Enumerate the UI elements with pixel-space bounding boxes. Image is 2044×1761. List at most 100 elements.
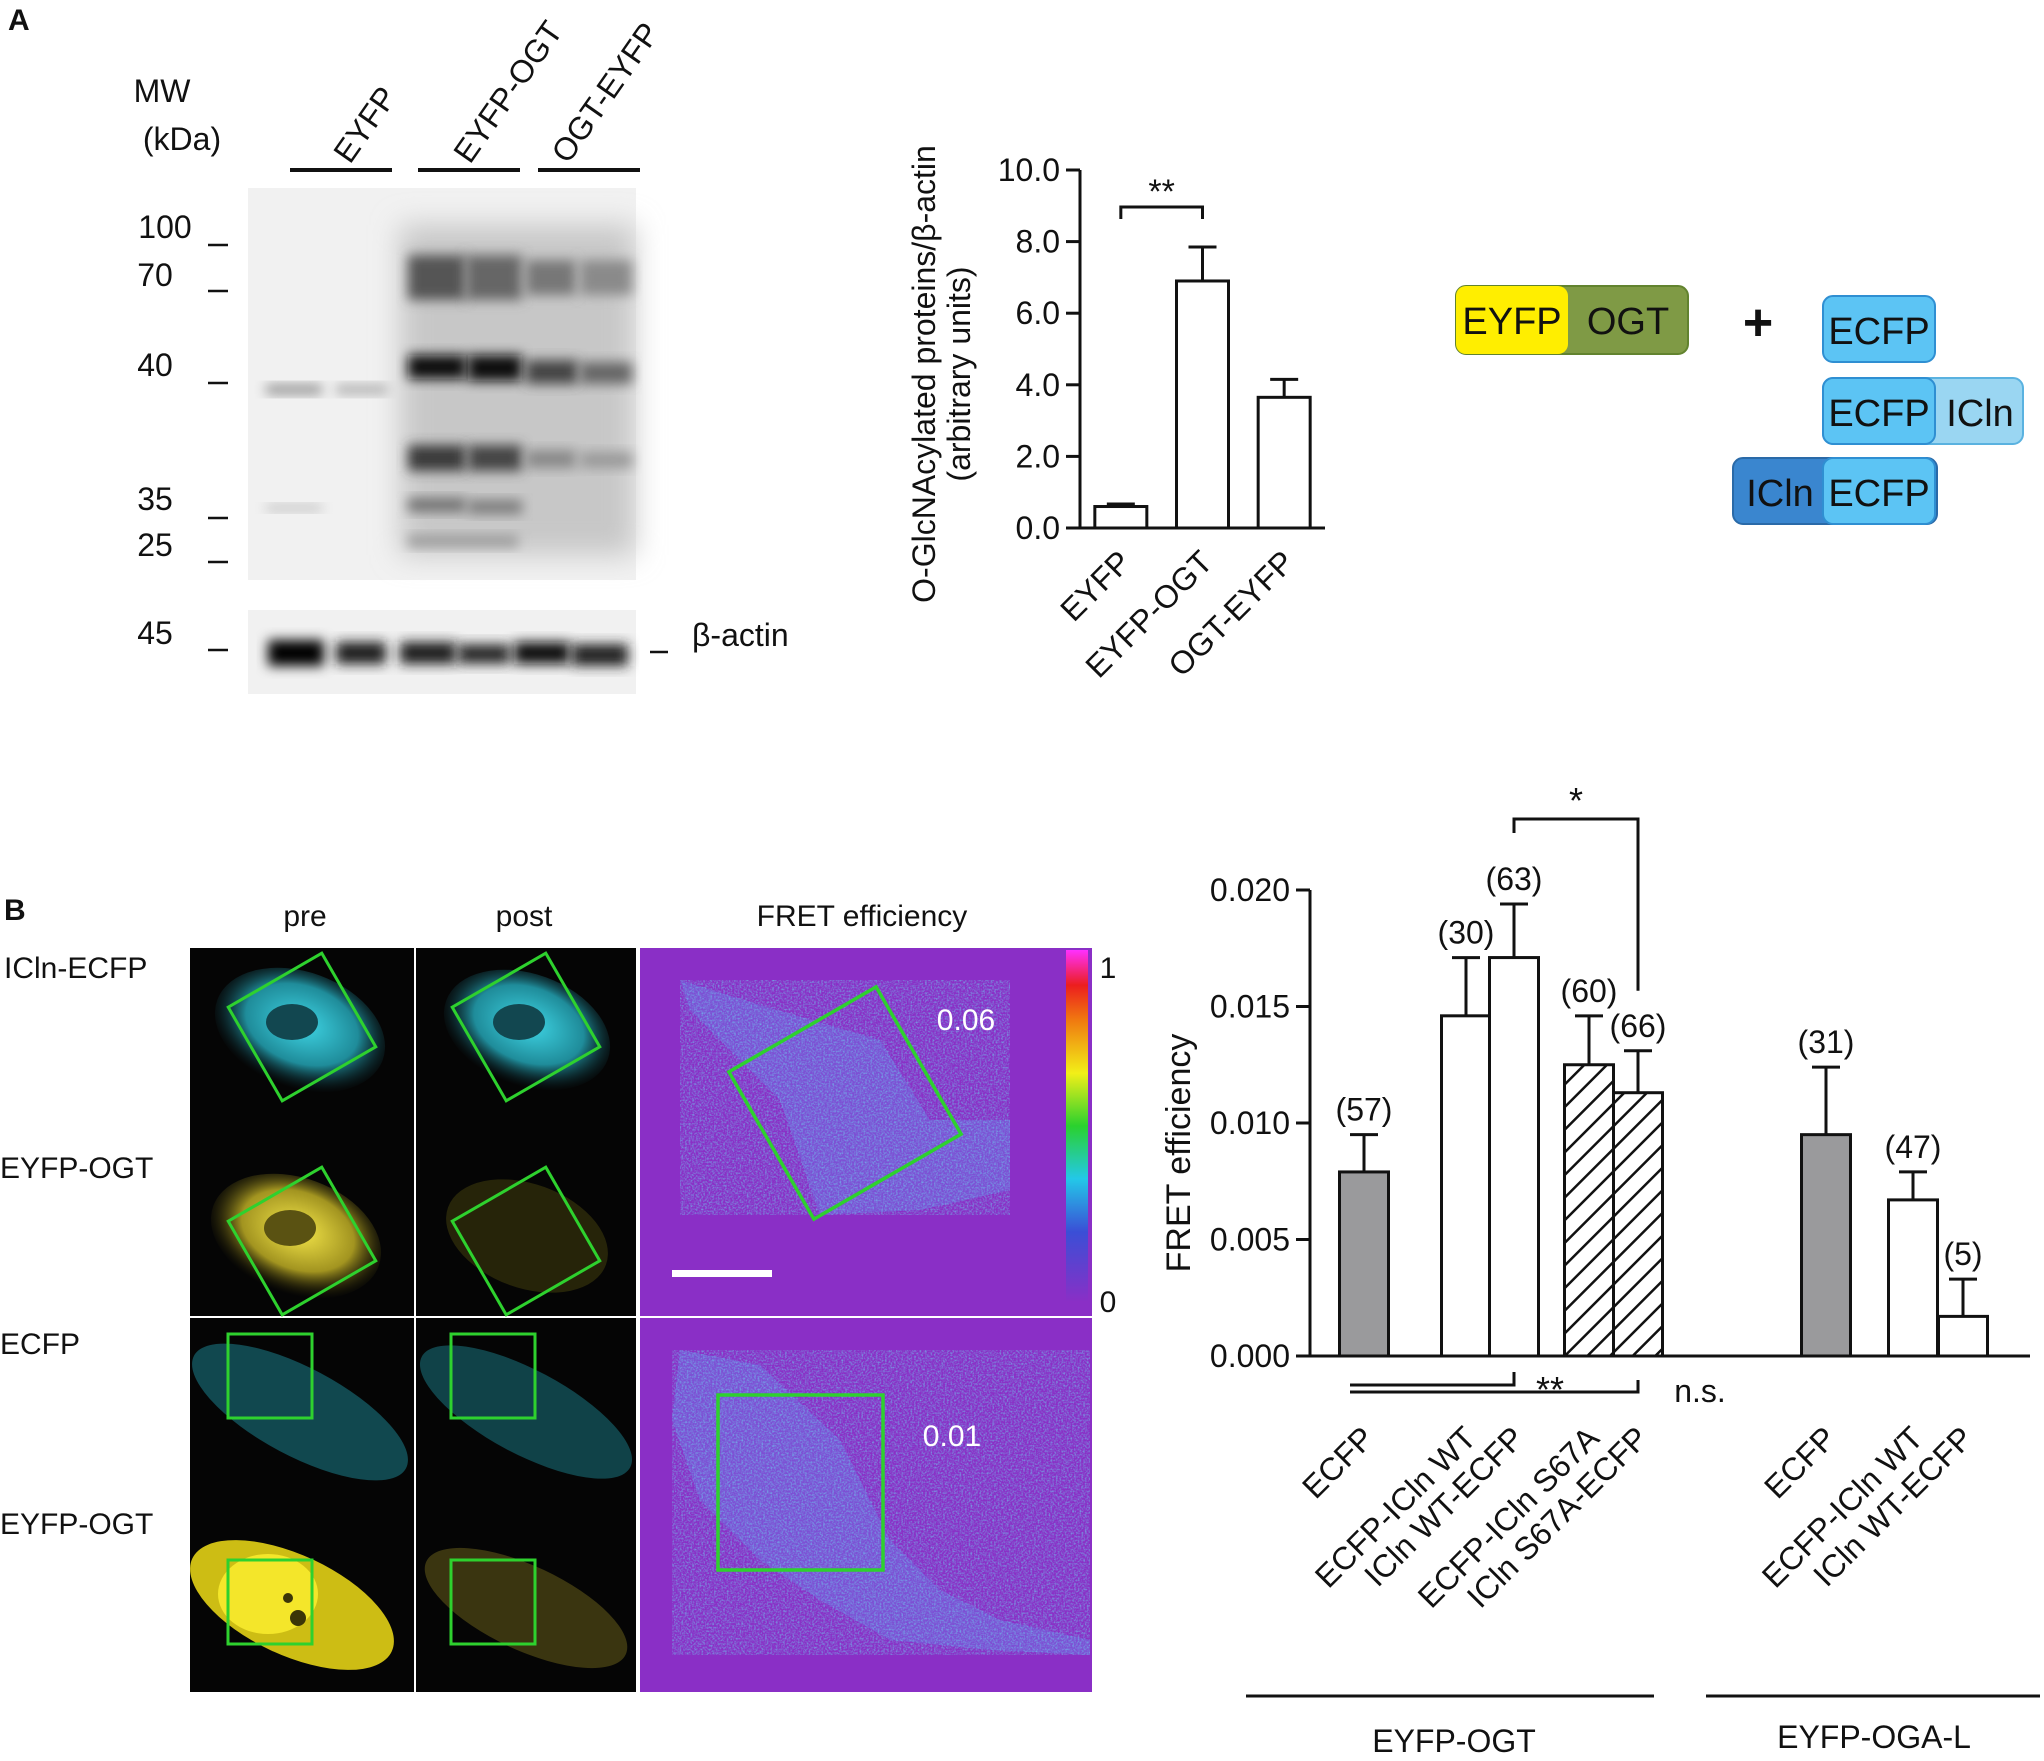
n-label: (31): [1798, 1024, 1855, 1060]
y-tick-label: 0.020: [1210, 872, 1290, 908]
fret-image-top: 0.06 1 0: [640, 948, 1116, 1319]
roi-box: [726, 984, 964, 1222]
ogt-label: OGT: [1587, 301, 1669, 343]
panel-b-label: B: [4, 894, 26, 927]
column-header-post: post: [496, 900, 553, 933]
n-label: (57): [1336, 1092, 1393, 1128]
significance-label: **: [1148, 173, 1174, 211]
x-tick-label: ECFP: [1295, 1419, 1381, 1505]
chart-fret-efficiency: 0.000 0.005 0.010 0.015 0.020 FRET efficiency…: [1160, 780, 2040, 1759]
n-label: (30): [1438, 915, 1495, 951]
x-tick-label: ECFP: [1757, 1419, 1843, 1505]
roi-box: [226, 1558, 314, 1646]
roi-box: [450, 951, 602, 1103]
group-label: EYFP-OGT: [1372, 1723, 1536, 1759]
y-tick-label: 10.0: [998, 152, 1060, 188]
ecfp-box: [1822, 457, 1936, 525]
fret-value-top: 0.06: [937, 1004, 995, 1037]
bar: [1937, 1314, 1989, 1358]
color-scale: [1066, 950, 1088, 1302]
ecfp-label: ECFP: [1828, 473, 1929, 515]
significance-label: **: [1536, 1369, 1564, 1410]
y-tick-label: 0.010: [1210, 1105, 1290, 1141]
y-tick-label: 0.005: [1210, 1222, 1290, 1258]
bar: [1338, 1170, 1390, 1358]
bar: [1800, 1133, 1852, 1358]
construct-schematic: EYFP OGT + ECFP ECFP ICln ICln ECFP: [1455, 285, 2024, 525]
roi-box: [449, 1332, 537, 1420]
bar: [1887, 1198, 1939, 1358]
significance-label: *: [1569, 780, 1583, 821]
y-tick-label: 0.000: [1210, 1338, 1290, 1374]
n-label: (47): [1885, 1129, 1942, 1165]
row-label-ecfp: ECFP: [0, 1328, 80, 1361]
y-tick-label: 2.0: [1016, 438, 1060, 474]
ecfp-construct: [1822, 295, 1936, 363]
chart-o-glcnac: 0.0 2.0 4.0 6.0 8.0 10.0 O-GlcNAcylated protei…: [906, 145, 1325, 685]
bar: [1175, 279, 1230, 530]
roi-box: [716, 1393, 885, 1572]
bar: [1488, 956, 1540, 1358]
icln-label: ICln: [1746, 473, 1814, 515]
roi-box: [226, 951, 378, 1103]
ecfp-box: [1822, 377, 1936, 445]
n-label: (63): [1486, 861, 1543, 897]
panel-a-label: A: [8, 4, 30, 37]
y-tick-label: 6.0: [1016, 295, 1060, 331]
eyfp-box: [1456, 286, 1568, 354]
y-tick-label: 4.0: [1016, 367, 1060, 403]
ecfp-label: ECFP: [1828, 311, 1929, 353]
scale-bar: [672, 1270, 772, 1277]
roi-box: [450, 1165, 602, 1317]
plus-sign: +: [1743, 294, 1773, 352]
n-label: (66): [1610, 1008, 1667, 1044]
bar: [1612, 1091, 1664, 1358]
group-label: EYFP-OGA-L: [1777, 1719, 1971, 1755]
row-label-icln-ecfp: ICln-ECFP: [4, 952, 147, 985]
fret-value-bottom: 0.01: [923, 1420, 981, 1453]
row-label-eyfp-ogt: EYFP-OGT: [0, 1152, 153, 1185]
bar: [1440, 1014, 1492, 1358]
mw-marker-actin: 45: [137, 615, 173, 651]
fret-image-bottom: 0.01: [640, 1318, 1092, 1692]
bar: [1563, 1063, 1615, 1358]
roi-box: [449, 1558, 537, 1646]
ecfp-label: ECFP: [1828, 393, 1929, 435]
actin-label: β-actin: [692, 617, 789, 653]
significance-label: n.s.: [1674, 1373, 1726, 1409]
microscopy-panels: [190, 948, 636, 1692]
row-label-eyfp-ogt: EYFP-OGT: [0, 1508, 153, 1541]
eyfp-label: EYFP: [1462, 301, 1561, 343]
mw-markers: 100 70 40 35 25 45: [137, 209, 228, 652]
column-header-pre: pre: [283, 900, 326, 933]
icln-label: ICln: [1946, 393, 2014, 435]
lane-label-eyfp: EYFP: [326, 80, 403, 169]
n-label: (60): [1561, 973, 1618, 1009]
y-axis-label: (arbitrary units): [941, 266, 977, 481]
mw-marker: 40: [137, 347, 173, 383]
significance-bracket: [1350, 1372, 1516, 1387]
mw-marker: 100: [138, 209, 191, 245]
y-axis-label: FRET efficiency: [1160, 1034, 1198, 1273]
y-tick-label: 0.0: [1016, 510, 1060, 546]
roi-box: [226, 1165, 378, 1317]
mw-marker: 35: [137, 481, 173, 517]
significance-bracket: [1119, 205, 1204, 219]
significance-bracket: [1350, 1380, 1640, 1394]
actin-blot: [248, 610, 636, 694]
roi-box: [226, 1332, 314, 1420]
column-header-fret: FRET efficiency: [757, 900, 968, 933]
n-label: (5): [1943, 1236, 1982, 1272]
y-axis-label: O-GlcNAcylated proteins/β-actin: [906, 145, 942, 603]
mw-marker: 25: [137, 527, 173, 563]
mw-unit: (kDa): [143, 121, 221, 157]
y-tick-label: 0.015: [1210, 989, 1290, 1025]
roi-boxes: [226, 951, 602, 1646]
bar: [1256, 395, 1312, 530]
significance-bracket: [1512, 817, 1640, 991]
y-tick-label: 8.0: [1016, 224, 1060, 260]
mw-marker: 70: [137, 257, 173, 293]
mw-title: MW: [134, 73, 192, 109]
color-scale-min: 0: [1100, 1286, 1117, 1319]
